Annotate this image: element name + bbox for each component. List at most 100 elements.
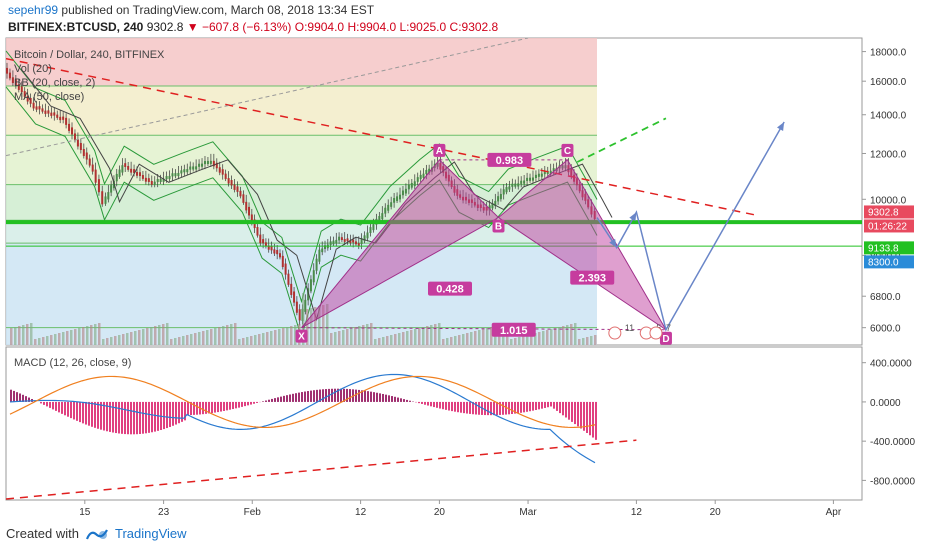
macd-line xyxy=(9,373,596,464)
volume-bar xyxy=(306,309,309,345)
volume-bar xyxy=(290,326,293,345)
macd-histogram-bar xyxy=(151,401,153,433)
macd-histogram-bar xyxy=(13,390,15,402)
candle-body xyxy=(499,193,502,200)
candle-body xyxy=(262,239,265,244)
macd-histogram-bar xyxy=(28,397,30,402)
candle-body xyxy=(206,160,209,165)
resistance-trendline xyxy=(5,57,755,216)
volume-bar xyxy=(158,325,161,345)
time-tick-label: Mar xyxy=(519,507,537,518)
candle-body xyxy=(295,301,298,313)
candle-body xyxy=(150,180,153,185)
macd-histogram-bar xyxy=(271,398,273,402)
volume-bar xyxy=(278,329,281,345)
macd-histogram-bar xyxy=(55,401,57,411)
price-tick-label: 12000.0 xyxy=(870,149,907,160)
volume-bar xyxy=(194,333,197,345)
macd-histogram-bar xyxy=(442,401,444,410)
volume-bar xyxy=(286,327,289,345)
volume-bar xyxy=(266,332,269,345)
candle-body xyxy=(267,245,270,250)
candle-body xyxy=(44,110,47,114)
candle-body xyxy=(68,123,71,131)
macd-histogram-bar xyxy=(58,401,60,413)
candle-body xyxy=(422,173,425,178)
volume-bar xyxy=(34,339,37,345)
candle-body xyxy=(381,213,384,219)
volume-bar xyxy=(518,337,521,345)
candle-body xyxy=(290,283,293,295)
projection-arrowhead xyxy=(629,212,637,222)
pattern-xd xyxy=(301,327,666,331)
ratio-label: 0.983 xyxy=(496,155,524,167)
candle-body xyxy=(82,148,85,157)
price-tick-label: 16000.0 xyxy=(870,77,907,88)
volume-bar xyxy=(446,338,449,345)
macd-histogram-bar xyxy=(520,401,522,413)
candle-body xyxy=(174,173,177,177)
volume-bar xyxy=(550,329,553,345)
volume-bar xyxy=(106,338,109,345)
ratio-label: 2.393 xyxy=(578,273,606,285)
macd-histogram-bar xyxy=(547,401,549,408)
macd-histogram-bar xyxy=(70,401,72,419)
ratio-badge xyxy=(491,322,536,337)
pattern-point-label: A xyxy=(436,146,443,157)
candle-body xyxy=(141,175,144,179)
volume-bar xyxy=(14,327,17,345)
tradingview-brand[interactable]: TradingView xyxy=(114,526,187,541)
author-link[interactable]: sepehr99 xyxy=(8,3,59,17)
candle-body xyxy=(85,152,88,160)
volume-bar xyxy=(46,336,49,345)
candle-body xyxy=(497,196,500,202)
volume-bar xyxy=(594,335,597,345)
volume-bar xyxy=(126,333,129,345)
volume-bar xyxy=(210,329,213,345)
candle-body xyxy=(107,192,110,200)
macd-histogram-bar xyxy=(310,390,312,402)
macd-histogram-bar xyxy=(301,392,303,402)
volume-bar xyxy=(318,306,321,345)
macd-histogram-bar xyxy=(196,401,198,415)
macd-histogram-bar xyxy=(76,401,78,421)
volume-bar xyxy=(366,324,369,345)
pattern-point: D xyxy=(659,331,672,345)
macd-histogram-bar xyxy=(544,401,546,408)
macd-histogram-bar xyxy=(331,388,333,402)
macd-histogram-bar xyxy=(280,396,282,402)
volume-bar xyxy=(554,328,557,345)
trading-chart[interactable]: 18000.016000.014000.012000.010000.08000.… xyxy=(0,36,932,526)
candle-body xyxy=(287,273,290,285)
candle-body xyxy=(390,202,393,207)
candle-body xyxy=(101,191,104,205)
macd-histogram-bar xyxy=(49,401,51,408)
macd-histogram-bar xyxy=(142,401,144,434)
candle-body xyxy=(17,84,20,90)
volume-bar xyxy=(582,338,585,345)
volume-bar xyxy=(430,325,433,345)
volume-bar xyxy=(234,323,237,345)
macd-histogram-bar xyxy=(541,401,543,409)
candle-body xyxy=(494,200,497,207)
candle-body xyxy=(97,179,100,193)
macd-histogram-bar xyxy=(562,401,564,416)
volume-bar xyxy=(22,325,25,345)
macd-histogram-bar xyxy=(226,401,228,411)
volume-bar xyxy=(490,327,493,345)
macd-histogram-bar xyxy=(154,401,156,432)
ratio-badge xyxy=(487,152,532,167)
candle-body xyxy=(304,299,307,312)
candle-body xyxy=(14,79,17,86)
volume-bar xyxy=(178,337,181,345)
candle-body xyxy=(309,279,312,292)
macd-histogram-bar xyxy=(517,401,519,414)
volume-bar xyxy=(566,325,569,345)
macd-histogram-bar xyxy=(406,399,408,402)
price-axis-label-bg xyxy=(864,205,914,219)
candle-body xyxy=(404,188,407,194)
macd-support-trendline xyxy=(5,439,637,500)
volume-bar xyxy=(186,335,189,345)
volume-bar xyxy=(526,335,529,345)
volume-bar xyxy=(138,330,141,345)
